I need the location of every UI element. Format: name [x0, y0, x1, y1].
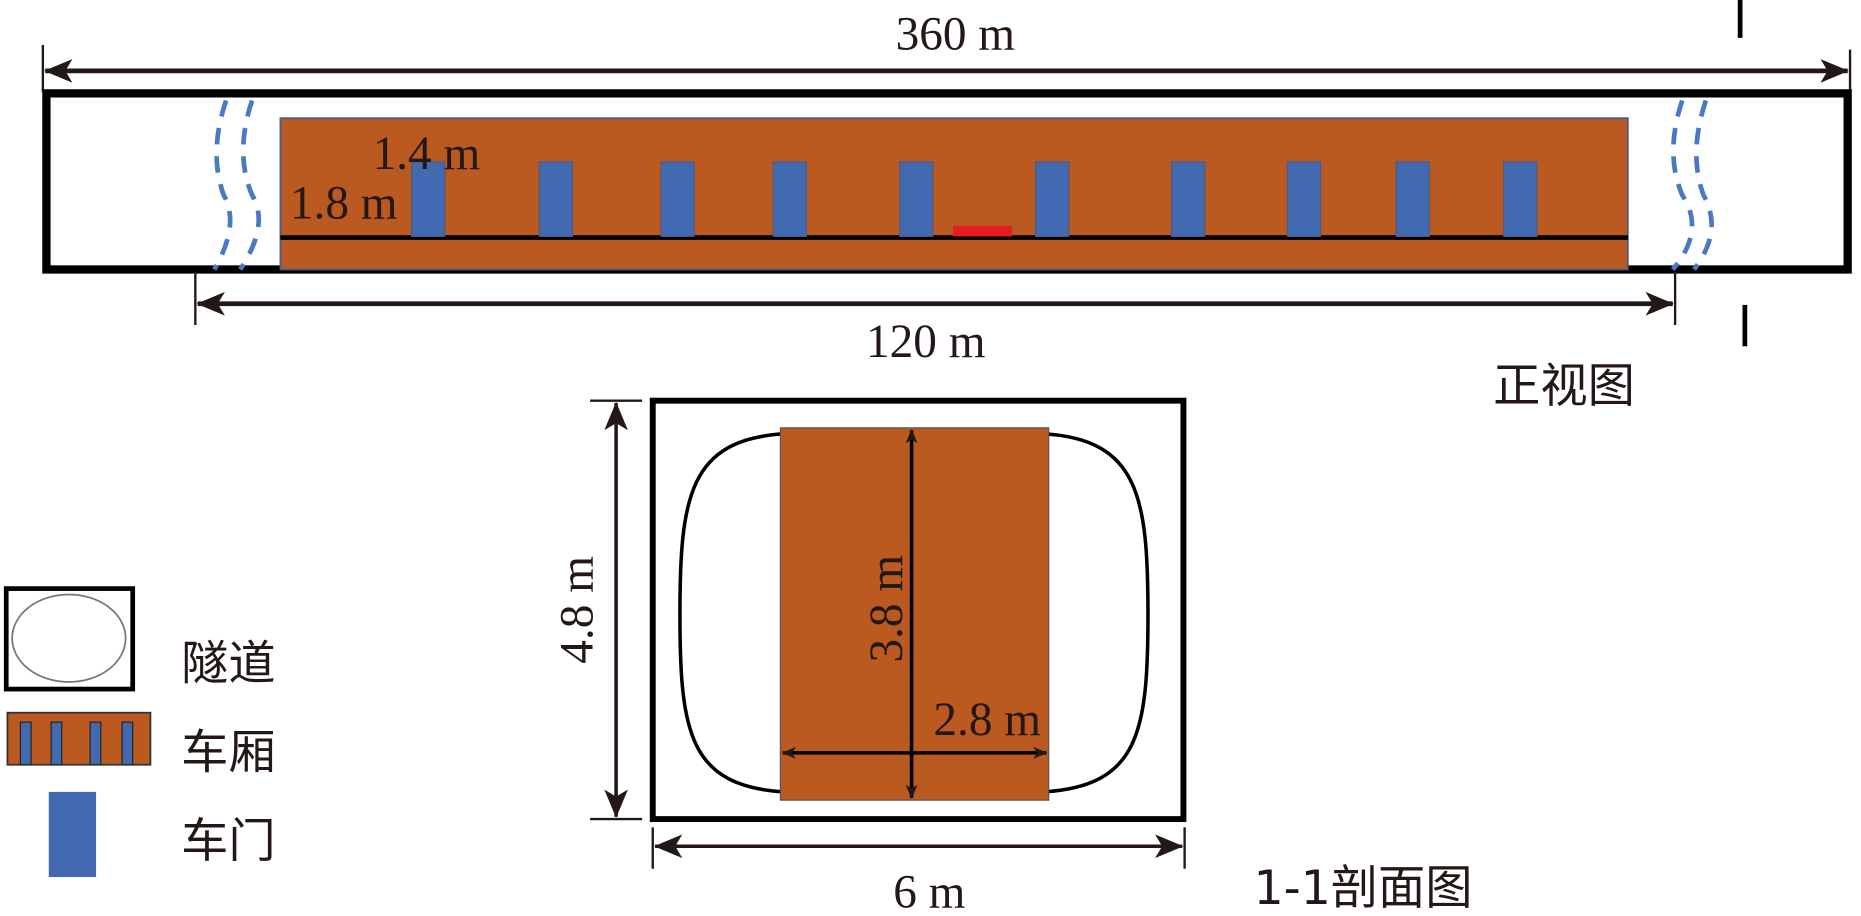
- legend-item-door: 车门: [48, 791, 276, 877]
- section-view-title: 1-1剖面图: [1254, 861, 1473, 916]
- tunnel-ellipse-icon: [11, 593, 127, 683]
- car-door: [411, 161, 446, 237]
- legend-label: 隧道: [181, 637, 276, 692]
- legend-label: 车厢: [181, 725, 276, 780]
- section-view: 3.8 m 2.8 m 4.8 m 6 m 1-1剖面图: [551, 397, 1473, 916]
- fire-source: [952, 225, 1013, 237]
- train-length-label: 120 m: [866, 316, 986, 368]
- tunnel-height-label: 4.8 m: [551, 556, 603, 664]
- front-view-title: 正视图: [1493, 359, 1635, 414]
- car-door: [1035, 161, 1070, 237]
- door-swatch-icon: [48, 791, 97, 877]
- car-width-label: 2.8 m: [933, 694, 1041, 746]
- door-mini-icon: [50, 721, 63, 766]
- tunnel-width-label: 6 m: [893, 867, 965, 916]
- legend-label: 车门: [181, 814, 276, 869]
- car-door: [538, 161, 573, 237]
- door-width-label: 1.4 m: [373, 128, 481, 180]
- tunnel-swatch-icon: [3, 586, 136, 692]
- door-mini-icon: [19, 721, 32, 766]
- legend: 隧道 车厢 车门: [3, 586, 276, 877]
- car-height-label: 3.8 m: [861, 555, 913, 663]
- legend-item-tunnel: 隧道: [3, 586, 276, 692]
- doors: [411, 161, 1538, 237]
- door-mini-icon: [89, 721, 102, 766]
- airflow-left-icon: [212, 99, 262, 271]
- airflow-right-icon: [1670, 99, 1714, 272]
- car-door: [1503, 161, 1538, 237]
- door-mini-icon: [121, 721, 134, 766]
- car-door: [1286, 161, 1322, 237]
- door-height-label: 1.8 m: [290, 178, 398, 230]
- car-door: [660, 161, 695, 237]
- car-door: [1171, 161, 1206, 237]
- legend-item-car: 车厢: [6, 711, 276, 780]
- car-door: [899, 161, 934, 237]
- car-door: [1395, 161, 1430, 237]
- front-view: 360 m 1.4 m 1.8 m 120 m 正视图: [41, 0, 1852, 414]
- car-door: [772, 161, 807, 237]
- tunnel-length-label: 360 m: [896, 9, 1016, 61]
